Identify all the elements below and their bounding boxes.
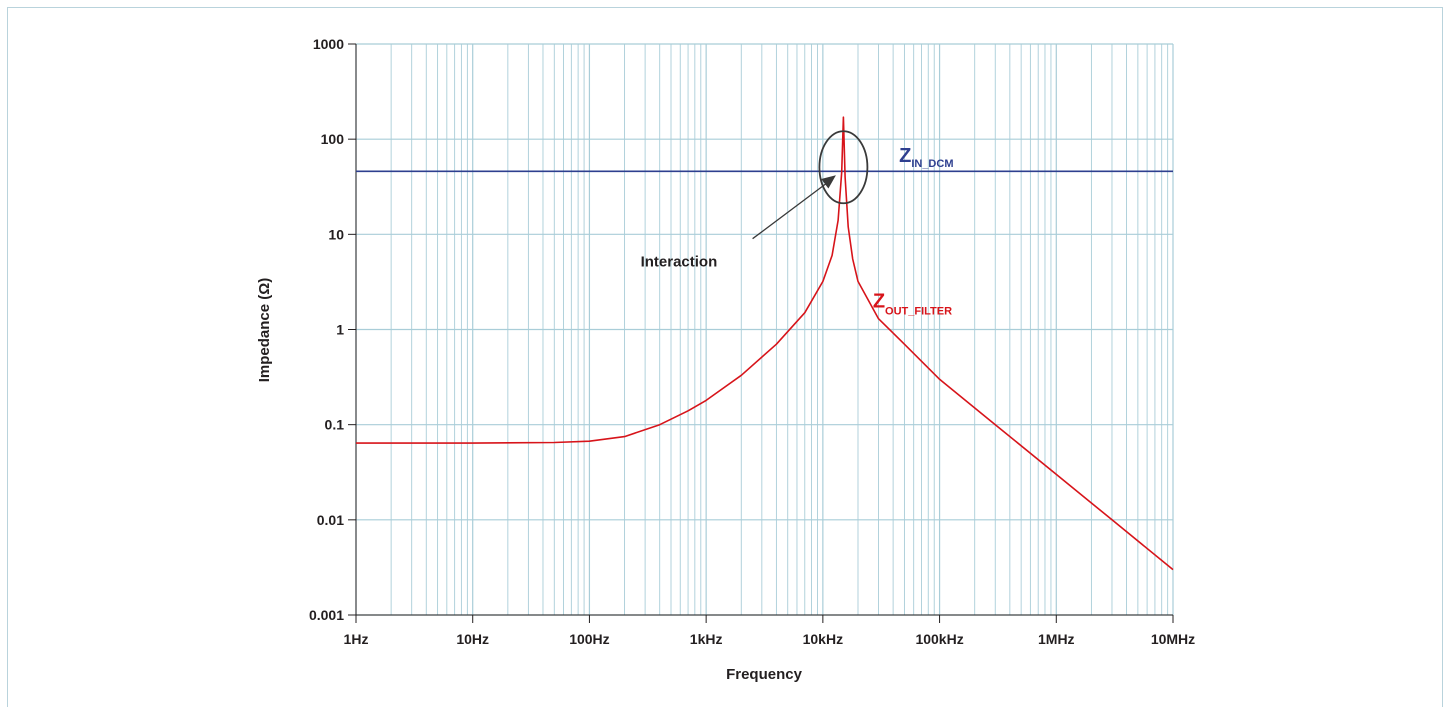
- x-axis-title: Frequency: [726, 666, 803, 683]
- zin-dcm-label-main: Z: [899, 145, 911, 167]
- x-tick-label: 1kHz: [690, 631, 723, 647]
- x-tick-label: 100Hz: [569, 631, 609, 647]
- y-tick-label: 0.001: [309, 607, 344, 623]
- y-tick-label: 0.01: [317, 512, 344, 528]
- zin-dcm-label: ZIN_DCM: [899, 145, 953, 170]
- interaction-arrow-line: [752, 181, 829, 240]
- zin-dcm-label-sub: IN_DCM: [911, 158, 953, 170]
- x-tick-label: 10kHz: [803, 631, 843, 647]
- x-tick-label: 1MHz: [1038, 631, 1075, 647]
- y-tick-label: 1: [336, 322, 344, 338]
- zout-filter-label-sub: OUT_FILTER: [885, 305, 952, 317]
- interaction-circle: [818, 130, 869, 205]
- x-tick-label: 100kHz: [915, 631, 963, 647]
- series-line-zout-filter: [356, 116, 1174, 571]
- series-lines: [356, 116, 1174, 571]
- y-tick-label: 100: [321, 131, 345, 147]
- x-tick-label: 10MHz: [1151, 631, 1195, 647]
- interaction-label: Interaction: [641, 254, 718, 271]
- x-tick-label: 1Hz: [344, 631, 369, 647]
- y-tick-label: 1000: [313, 36, 344, 52]
- y-tick-label: 10: [328, 226, 344, 242]
- x-tick-label: 10Hz: [456, 631, 489, 647]
- chart-frame: [7, 7, 1443, 707]
- axes: [348, 43, 1174, 623]
- zout-filter-label: ZOUT_FILTER: [873, 290, 952, 317]
- zout-filter-label-main: Z: [873, 290, 885, 312]
- grid-lines: [355, 43, 1174, 616]
- y-tick-label: 0.1: [325, 417, 345, 433]
- interaction-arrow-head: [821, 175, 836, 189]
- y-axis-title: Impedance (Ω): [256, 278, 273, 383]
